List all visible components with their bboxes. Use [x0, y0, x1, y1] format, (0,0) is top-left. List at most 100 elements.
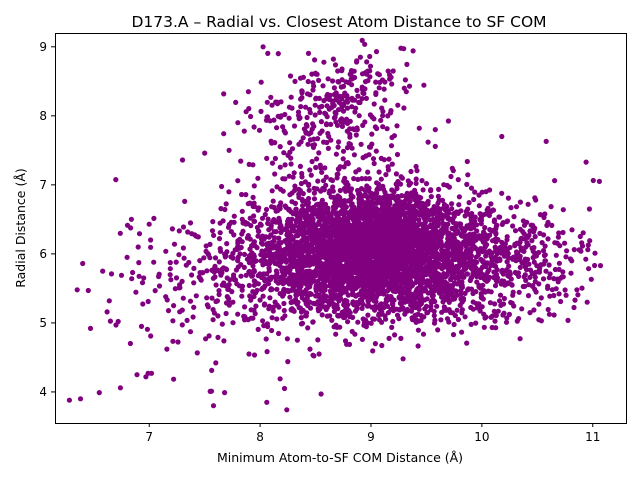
data-point: [333, 119, 339, 125]
data-point: [315, 337, 321, 343]
data-point: [427, 217, 433, 223]
data-point: [391, 246, 397, 252]
data-point: [414, 262, 420, 268]
data-point: [412, 280, 419, 286]
data-point: [309, 158, 315, 165]
data-point: [317, 306, 323, 312]
data-point: [265, 246, 271, 252]
data-point: [322, 304, 328, 310]
data-point: [464, 158, 470, 165]
data-point: [335, 144, 341, 150]
data-point: [218, 206, 224, 212]
data-point: [363, 242, 369, 248]
data-point: [165, 308, 172, 314]
data-point: [203, 336, 209, 342]
data-point: [258, 108, 264, 114]
data-point: [370, 348, 376, 354]
data-point: [341, 201, 347, 207]
data-point: [282, 176, 288, 182]
data-point: [389, 161, 395, 167]
data-point: [294, 258, 300, 265]
data-point: [266, 265, 272, 271]
data-point: [331, 248, 337, 254]
data-point: [322, 165, 328, 171]
data-point: [408, 250, 414, 257]
data-point: [531, 259, 537, 265]
data-point: [432, 143, 438, 149]
data-point: [294, 282, 300, 288]
data-point: [272, 299, 278, 305]
data-point: [315, 251, 321, 257]
data-point: [239, 191, 245, 198]
data-point: [176, 285, 182, 291]
data-point: [299, 249, 305, 255]
data-point: [545, 285, 551, 291]
data-point: [382, 189, 388, 195]
data-point: [380, 124, 386, 130]
data-point: [417, 212, 423, 218]
data-point: [255, 326, 261, 332]
data-point: [326, 270, 332, 276]
data-point: [543, 268, 549, 274]
data-point: [145, 298, 151, 305]
data-point: [420, 187, 426, 193]
data-point: [443, 264, 449, 270]
data-point: [454, 307, 460, 313]
data-point: [418, 313, 424, 319]
data-point: [255, 175, 261, 181]
data-point: [383, 258, 389, 264]
data-point: [139, 280, 146, 286]
data-point: [250, 194, 256, 200]
data-point: [260, 262, 266, 268]
data-point: [229, 289, 235, 295]
data-point: [382, 201, 388, 207]
data-point: [269, 327, 275, 334]
data-point: [359, 71, 366, 77]
data-point: [289, 216, 295, 222]
data-point: [379, 272, 386, 278]
data-point: [486, 267, 492, 273]
data-point: [519, 306, 525, 312]
data-point: [344, 105, 351, 111]
data-point: [436, 186, 442, 192]
data-point: [407, 276, 413, 282]
data-point: [409, 317, 416, 323]
data-point: [458, 284, 464, 290]
data-point: [318, 165, 324, 171]
data-point: [356, 203, 363, 209]
data-point: [347, 314, 353, 320]
data-point: [430, 239, 436, 245]
data-point: [588, 276, 594, 282]
data-point: [379, 319, 385, 325]
data-point: [327, 261, 333, 267]
data-point: [448, 261, 455, 267]
data-point: [287, 294, 293, 300]
data-point: [476, 203, 482, 209]
data-point: [292, 183, 298, 189]
data-point: [397, 278, 403, 284]
data-point: [383, 296, 389, 302]
data-point: [171, 241, 178, 247]
data-point: [264, 349, 270, 355]
data-point: [455, 254, 461, 260]
data-point: [277, 164, 283, 170]
data-point: [311, 196, 318, 202]
data-point: [420, 227, 426, 233]
data-point: [288, 161, 294, 167]
data-point: [516, 289, 522, 295]
data-point: [321, 59, 327, 65]
data-point: [521, 222, 528, 228]
data-point: [406, 289, 412, 295]
data-point: [468, 255, 474, 261]
data-point: [312, 57, 318, 63]
data-point: [176, 252, 182, 258]
data-point: [346, 141, 352, 147]
data-point: [459, 307, 465, 313]
data-point: [337, 187, 343, 194]
data-point: [388, 193, 394, 200]
data-point: [413, 275, 420, 281]
data-point: [338, 106, 344, 112]
data-point: [361, 90, 367, 97]
data-point: [325, 76, 331, 82]
data-point: [323, 182, 329, 188]
